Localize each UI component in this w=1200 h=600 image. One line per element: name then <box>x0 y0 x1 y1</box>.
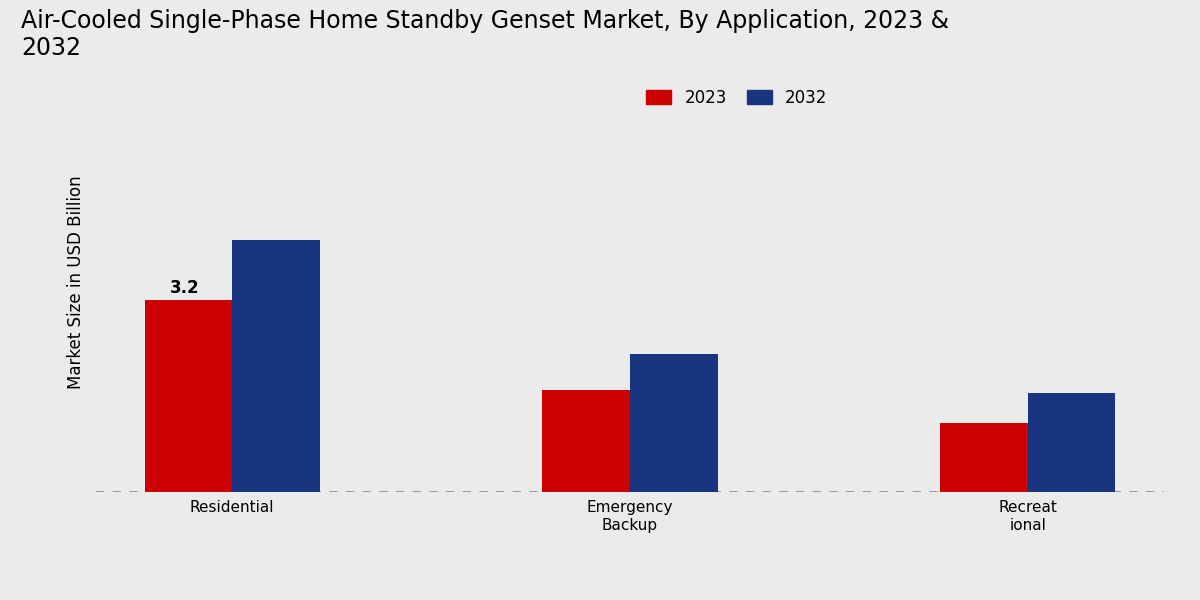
Bar <box>232 240 319 492</box>
Bar <box>630 354 718 492</box>
Bar <box>941 423 1028 492</box>
Bar <box>144 300 232 492</box>
Text: Air-Cooled Single-Phase Home Standby Genset Market, By Application, 2023 &
2032: Air-Cooled Single-Phase Home Standby Gen… <box>22 8 949 61</box>
Legend: 2023, 2032: 2023, 2032 <box>637 80 836 115</box>
Bar <box>542 390 630 492</box>
Bar <box>1028 393 1116 492</box>
Text: 3.2: 3.2 <box>169 279 199 297</box>
Y-axis label: Market Size in USD Billion: Market Size in USD Billion <box>67 175 85 389</box>
